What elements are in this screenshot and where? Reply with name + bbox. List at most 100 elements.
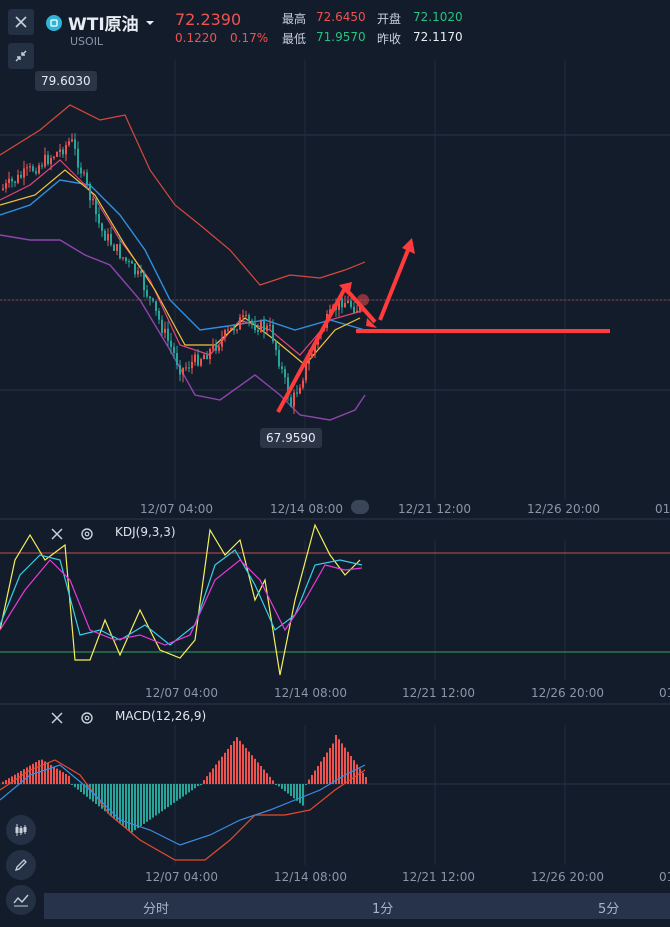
macd-bar-70 — [212, 768, 214, 784]
main-x-label-4: 12/26 20:00 — [527, 502, 600, 516]
macd-bar-36 — [110, 784, 112, 816]
macd-bar-25 — [77, 784, 79, 790]
kdj-x-label-3: 12/21 12:00 — [402, 686, 475, 700]
macd-bar-33 — [101, 784, 103, 809]
macd-bar-52 — [158, 784, 160, 814]
candle-body-73 — [221, 337, 223, 347]
candle-body-76 — [230, 327, 232, 330]
scroll-handle[interactable] — [351, 500, 369, 514]
candle-body-19 — [59, 149, 61, 152]
open-value: 72.1020 — [413, 10, 463, 24]
draw-tool-button[interactable] — [6, 850, 36, 880]
candle-body-63 — [191, 361, 193, 369]
candle-body-67 — [203, 355, 205, 360]
candle-body-99 — [299, 387, 301, 394]
macd-bar-13 — [41, 759, 43, 784]
macd-bar-56 — [170, 784, 172, 805]
macd-bar-41 — [125, 784, 127, 828]
macd-bar-32 — [98, 784, 100, 807]
close-button[interactable] — [8, 9, 34, 35]
open-label: 开盘 — [377, 12, 402, 26]
macd-bar-103 — [311, 775, 313, 784]
header: WTI原油 USOIL 72.2390 0.1220 0.17% 最高 72.6… — [0, 0, 670, 74]
macd-bar-17 — [53, 766, 55, 784]
candle-body-74 — [224, 330, 226, 338]
candle-body-32 — [98, 214, 100, 224]
macd-bar-57 — [173, 784, 175, 803]
candle-body-97 — [293, 392, 295, 407]
candle-body-15 — [47, 154, 49, 165]
candle-body-77 — [233, 327, 235, 331]
prev-close-label: 昨收 — [377, 32, 402, 46]
timeframe-5m[interactable]: 5分 — [598, 902, 620, 917]
macd-bar-21 — [65, 774, 67, 784]
indicator-tool-button[interactable] — [6, 885, 36, 915]
candle-body-101 — [305, 363, 307, 381]
kdj-label: KDJ(9,3,3) — [115, 525, 176, 539]
macd-bar-66 — [200, 784, 202, 785]
macd-bar-60 — [182, 784, 184, 797]
timeframe-tick[interactable]: 分时 — [143, 902, 170, 917]
macd-bar-50 — [152, 784, 154, 818]
candle-body-81 — [245, 315, 247, 317]
gear-icon — [81, 528, 93, 540]
macd-bar-72 — [218, 760, 220, 784]
bollinger-mid — [0, 179, 366, 331]
macd-bar-105 — [317, 766, 319, 784]
macd-bar-118 — [356, 764, 358, 784]
main-x-label-2: 12/14 08:00 — [270, 502, 343, 516]
candle-body-65 — [197, 354, 199, 366]
macd-bar-96 — [290, 784, 292, 796]
macd-bar-114 — [344, 747, 346, 784]
candle-body-26 — [80, 167, 82, 174]
macd-bar-2 — [8, 778, 10, 784]
symbol-selector[interactable]: WTI原油 — [46, 10, 155, 35]
annotation-target-line — [378, 244, 412, 321]
kdj-x-label-1: 12/07 04:00 — [145, 686, 218, 700]
chevron-down-icon — [145, 20, 154, 25]
high-value: 72.6450 — [316, 10, 366, 24]
macd-x-label-4: 12/26 20:00 — [531, 870, 604, 884]
candle-body-118 — [356, 310, 358, 313]
macd-bar-46 — [140, 784, 142, 826]
macd-bar-115 — [347, 751, 349, 784]
macd-bar-98 — [296, 784, 298, 801]
macd-bar-39 — [119, 784, 121, 824]
macd-bar-19 — [59, 770, 61, 784]
macd-settings-button[interactable] — [80, 710, 96, 726]
candlestick-tool-button[interactable] — [6, 815, 36, 845]
macd-bar-99 — [299, 784, 301, 804]
main-x-label-3: 12/21 12:00 — [398, 502, 471, 516]
kdj-close-button[interactable] — [50, 526, 66, 542]
macd-bar-84 — [254, 758, 256, 784]
macd-bar-0 — [2, 781, 4, 784]
candle-body-12 — [38, 165, 40, 174]
macd-close-button[interactable] — [50, 710, 66, 726]
candle-body-95 — [287, 377, 289, 398]
macd-bar-86 — [260, 766, 262, 784]
macd-bar-101 — [305, 784, 307, 785]
candle-body-11 — [35, 171, 37, 174]
macd-bar-16 — [50, 765, 52, 784]
last-price: 72.2390 — [175, 10, 242, 29]
candle-body-8 — [26, 167, 28, 169]
candle-body-9 — [29, 166, 31, 168]
candle-body-25 — [77, 148, 79, 168]
candle-body-31 — [95, 199, 97, 215]
timeframe-1m[interactable]: 1分 — [372, 902, 394, 917]
collapse-button[interactable] — [8, 43, 34, 69]
candle-body-93 — [281, 366, 283, 369]
macd-bar-35 — [107, 784, 109, 814]
macd-bar-92 — [278, 784, 280, 787]
candle-body-4 — [14, 181, 16, 183]
macd-bar-106 — [320, 761, 322, 784]
kdj-settings-button[interactable] — [80, 526, 96, 542]
macd-bar-61 — [185, 784, 187, 795]
macd-bar-80 — [242, 744, 244, 784]
macd-bar-20 — [62, 772, 64, 784]
macd-bar-120 — [362, 772, 364, 784]
candle-body-92 — [278, 349, 280, 367]
candle-body-40 — [122, 257, 124, 259]
macd-bar-7 — [23, 769, 25, 784]
